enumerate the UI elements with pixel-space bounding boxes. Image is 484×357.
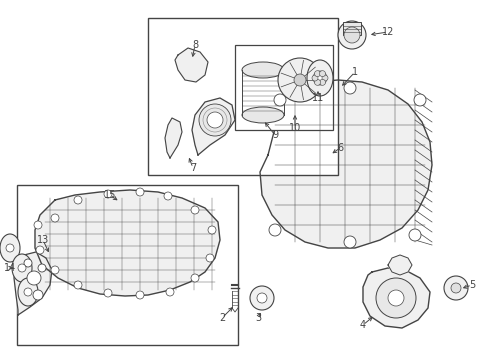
Ellipse shape: [242, 62, 284, 78]
Ellipse shape: [242, 107, 284, 123]
Text: 7: 7: [189, 163, 196, 173]
Circle shape: [136, 291, 144, 299]
Circle shape: [104, 289, 112, 297]
Text: 3: 3: [255, 313, 260, 323]
Circle shape: [24, 259, 32, 267]
Ellipse shape: [12, 254, 32, 282]
Circle shape: [208, 226, 215, 234]
Circle shape: [36, 246, 44, 254]
Circle shape: [314, 71, 320, 77]
Text: 13: 13: [37, 235, 49, 245]
Text: 9: 9: [272, 130, 277, 140]
Circle shape: [277, 58, 321, 102]
Polygon shape: [35, 190, 220, 296]
Bar: [342, 22, 360, 35]
Text: 4: 4: [359, 320, 365, 330]
Circle shape: [206, 254, 213, 262]
Text: 15: 15: [104, 190, 116, 200]
Text: 11: 11: [311, 93, 323, 103]
Circle shape: [164, 192, 172, 200]
Text: 5: 5: [468, 280, 474, 290]
Circle shape: [319, 71, 325, 77]
Circle shape: [450, 283, 460, 293]
Circle shape: [314, 79, 320, 85]
Text: 10: 10: [288, 123, 301, 133]
Text: 6: 6: [336, 143, 342, 153]
Polygon shape: [387, 255, 411, 275]
Circle shape: [387, 290, 403, 306]
Ellipse shape: [18, 278, 38, 306]
Bar: [17, 185, 238, 345]
Circle shape: [18, 264, 26, 272]
Circle shape: [207, 112, 223, 128]
Bar: [235, 45, 333, 130]
Circle shape: [319, 79, 325, 85]
Text: 12: 12: [381, 27, 393, 37]
Circle shape: [413, 94, 425, 106]
Circle shape: [191, 274, 198, 282]
Circle shape: [343, 82, 355, 94]
Circle shape: [343, 27, 359, 43]
Bar: [148, 18, 337, 175]
Circle shape: [312, 71, 326, 85]
Circle shape: [51, 214, 59, 222]
Text: 14: 14: [4, 263, 16, 273]
Circle shape: [198, 104, 230, 136]
Circle shape: [6, 244, 14, 252]
Circle shape: [375, 278, 415, 318]
Text: 2: 2: [218, 313, 225, 323]
Circle shape: [33, 290, 43, 300]
Circle shape: [74, 196, 82, 204]
Circle shape: [249, 286, 273, 310]
Polygon shape: [175, 48, 208, 82]
Circle shape: [104, 190, 112, 198]
Circle shape: [257, 293, 267, 303]
Ellipse shape: [306, 60, 333, 96]
Circle shape: [293, 74, 305, 86]
Polygon shape: [14, 252, 52, 315]
Circle shape: [443, 276, 467, 300]
Circle shape: [191, 206, 198, 214]
Circle shape: [269, 224, 280, 236]
Polygon shape: [362, 268, 429, 328]
Circle shape: [273, 94, 286, 106]
Circle shape: [74, 281, 82, 289]
Polygon shape: [192, 98, 235, 155]
Circle shape: [51, 266, 59, 274]
Polygon shape: [165, 118, 182, 158]
Circle shape: [337, 21, 365, 49]
Polygon shape: [259, 80, 431, 248]
Circle shape: [408, 229, 420, 241]
Circle shape: [166, 288, 174, 296]
Circle shape: [24, 288, 32, 296]
Circle shape: [27, 271, 41, 285]
Text: 8: 8: [192, 40, 197, 50]
Ellipse shape: [0, 234, 20, 262]
Circle shape: [34, 221, 42, 229]
Circle shape: [311, 75, 318, 81]
Circle shape: [343, 236, 355, 248]
Circle shape: [136, 188, 144, 196]
Text: 1: 1: [351, 67, 357, 77]
Circle shape: [38, 264, 46, 272]
Circle shape: [321, 75, 327, 81]
